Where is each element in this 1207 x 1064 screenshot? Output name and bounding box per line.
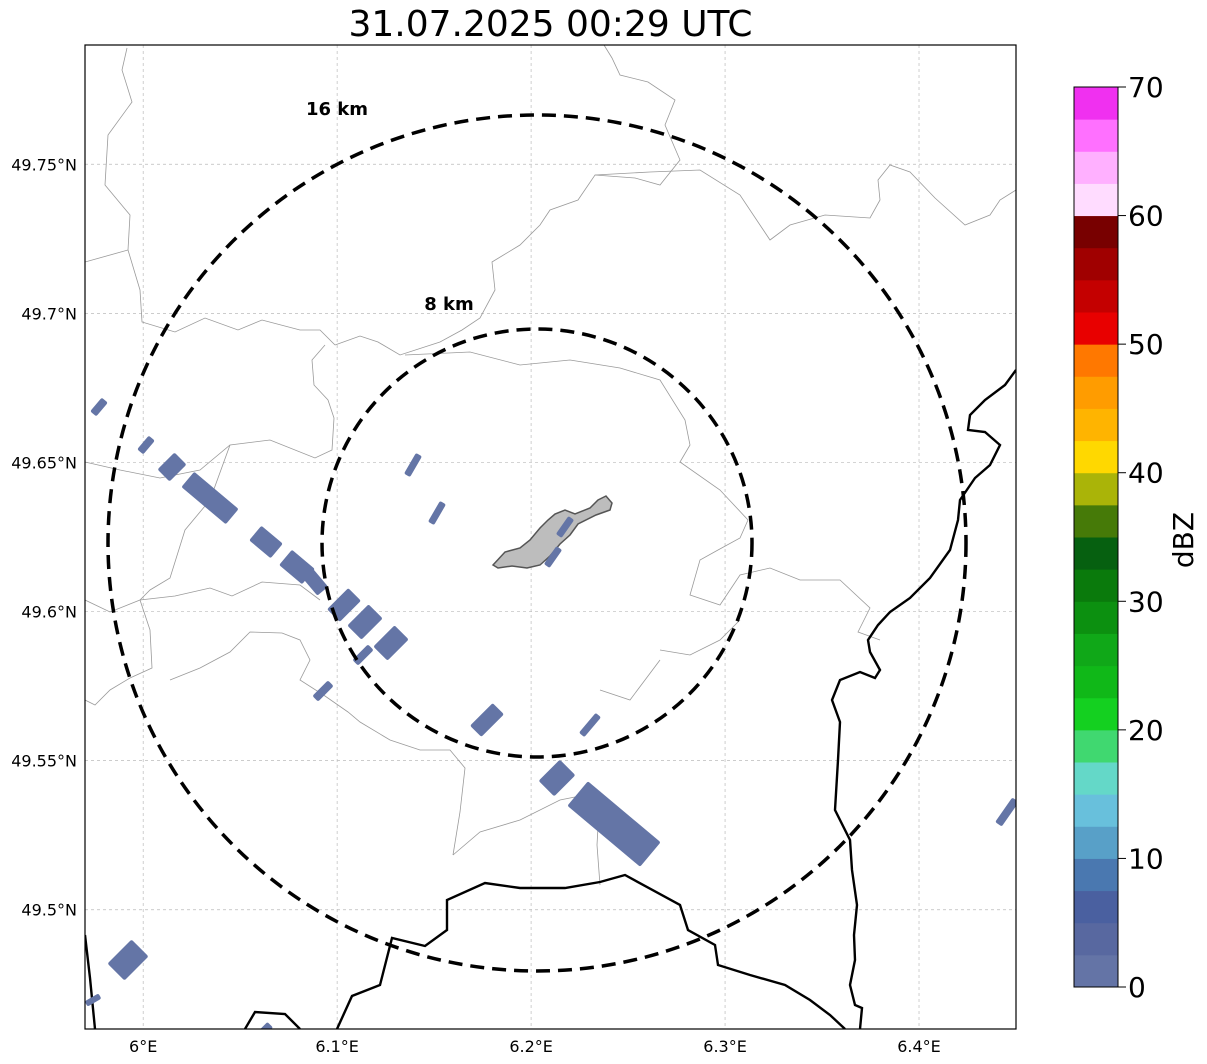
range-ring-16km	[106, 113, 968, 973]
lon-tick-label: 6.1°E	[315, 1037, 359, 1056]
radar-echo	[544, 546, 562, 568]
radar-echo	[556, 516, 574, 538]
national-border	[85, 369, 1016, 1029]
city-footprint	[491, 495, 613, 569]
lat-tick-label: 49.5°N	[21, 901, 77, 920]
colorbar-segment	[1074, 922, 1118, 956]
lon-tick-label: 6.2°E	[509, 1037, 553, 1056]
radar-echo	[327, 588, 361, 622]
colorbar-segment	[1074, 183, 1118, 217]
colorbar-tick-label: 0	[1128, 971, 1146, 1004]
colorbar-segment	[1074, 665, 1118, 699]
colorbar-tick-label: 60	[1128, 200, 1164, 233]
latitude-tick-labels: 49.5°N 49.55°N 49.6°N 49.65°N 49.7°N 49.75°N	[11, 155, 77, 919]
colorbar-segment	[1074, 633, 1118, 667]
range-ring-label-16km: 16 km	[306, 99, 368, 120]
lat-tick-label: 49.6°N	[21, 603, 77, 622]
colorbar-segment	[1074, 344, 1118, 377]
colorbar-segment	[1074, 215, 1118, 249]
colorbar-segment	[1074, 119, 1118, 152]
colorbar-label: dBZ	[1167, 512, 1200, 568]
admin-boundaries	[85, 45, 1016, 886]
radar-echo	[568, 782, 660, 866]
longitude-tick-labels: 6°E 6.1°E 6.2°E 6.3°E 6.4°E	[129, 1037, 941, 1056]
colorbar-segment	[1074, 858, 1118, 892]
lat-tick-label: 49.75°N	[11, 155, 77, 174]
colorbar-segment	[1074, 312, 1118, 345]
colorbar-tick-label: 10	[1128, 842, 1164, 875]
radar-echo	[579, 713, 601, 737]
radar-echo	[374, 626, 408, 660]
range-ring-8km	[320, 327, 754, 759]
colorbar-segment	[1074, 440, 1118, 474]
colorbar-ticks: 0 10 20 30 40 50 60 70	[1118, 71, 1164, 1004]
radar-echo	[249, 526, 283, 558]
lat-tick-label: 49.7°N	[21, 304, 77, 323]
grid-lines	[85, 45, 1016, 1029]
colorbar-segment	[1074, 472, 1118, 506]
radar-echo	[182, 472, 238, 524]
colorbar-segment	[1074, 569, 1118, 602]
lat-tick-label: 49.65°N	[11, 453, 77, 472]
colorbar-segment	[1074, 247, 1118, 281]
colorbar-segment	[1074, 697, 1118, 731]
lat-tick-label: 49.55°N	[11, 752, 77, 771]
radar-echo	[470, 703, 504, 737]
colorbar-segment	[1074, 151, 1118, 184]
colorbar-segment	[1074, 762, 1118, 795]
radar-echo	[428, 501, 446, 525]
colorbar-tick-label: 20	[1128, 714, 1164, 747]
colorbar-tick-label: 30	[1128, 585, 1164, 618]
colorbar-segment	[1074, 890, 1118, 924]
radar-echo	[137, 436, 155, 454]
map-frame	[84, 44, 1017, 1030]
radar-echo	[259, 1022, 273, 1029]
colorbar-segment	[1074, 729, 1118, 763]
radar-echo	[302, 569, 328, 595]
colorbar-segment	[1074, 279, 1118, 313]
colorbar-segment	[1074, 826, 1118, 859]
radar-echo	[995, 798, 1016, 826]
radar-echo	[85, 994, 101, 1006]
radar-echo	[539, 760, 575, 796]
map-title: 31.07.2025 00:29 UTC	[348, 4, 753, 45]
radar-echo	[353, 645, 373, 665]
colorbar-segment	[1074, 87, 1118, 120]
colorbar-segment	[1074, 376, 1118, 409]
range-ring-label-8km: 8 km	[424, 294, 474, 315]
lon-tick-label: 6°E	[129, 1037, 157, 1056]
geography-layer	[85, 45, 1016, 1029]
colorbar-segment	[1074, 601, 1118, 634]
radar-echo	[108, 940, 148, 980]
map-area: 8 km 16 km	[84, 44, 1017, 1030]
radar-echo	[404, 453, 422, 477]
colorbar-tick-label: 40	[1128, 457, 1164, 490]
colorbar-tick-label: 50	[1128, 328, 1164, 361]
lon-tick-label: 6.4°E	[897, 1037, 941, 1056]
colorbar-segment	[1074, 408, 1118, 442]
radar-echo	[348, 605, 382, 639]
colorbar-segment	[1074, 504, 1118, 538]
lon-tick-label: 6.3°E	[703, 1037, 747, 1056]
colorbar-segment	[1074, 794, 1118, 827]
radar-echo	[90, 398, 108, 416]
radar-echo	[313, 681, 333, 701]
colorbar-segment	[1074, 537, 1118, 570]
colorbar-segment	[1074, 954, 1118, 988]
colorbar-segments	[1074, 87, 1118, 988]
colorbar-frame	[1073, 86, 1119, 988]
colorbar: 0 10 20 30 40 50 60 70 dBZ	[1073, 71, 1200, 1004]
radar-echo	[158, 453, 186, 481]
colorbar-tick-label: 70	[1128, 71, 1164, 104]
radar-echoes	[85, 398, 1016, 1029]
range-rings	[106, 113, 968, 973]
